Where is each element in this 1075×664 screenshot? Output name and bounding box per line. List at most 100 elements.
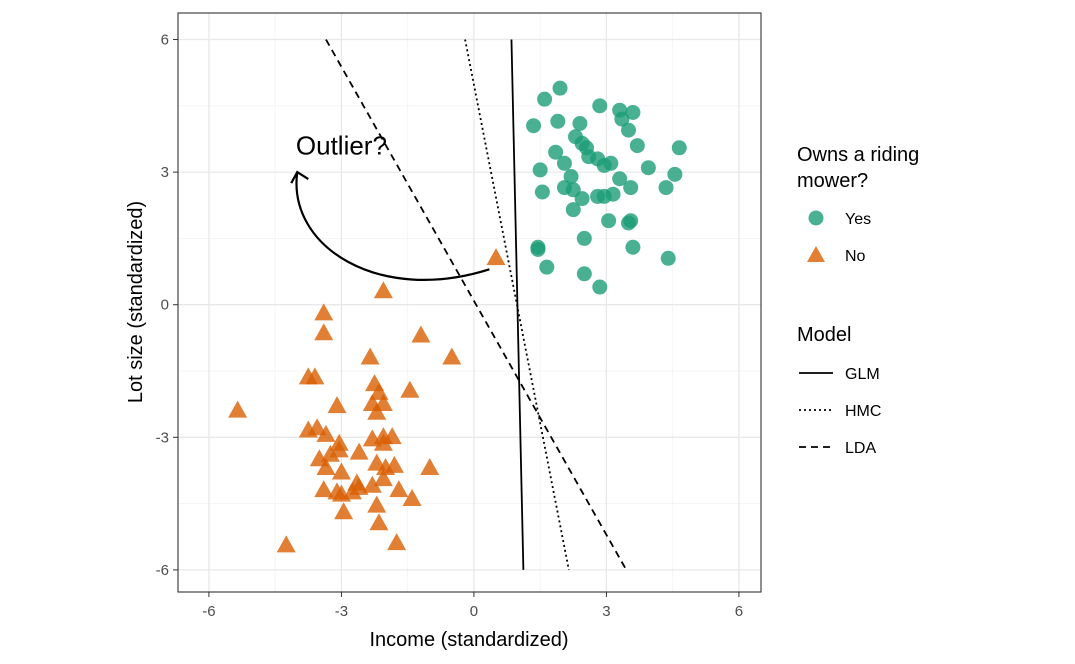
x-axis-title: Income (standardized) [370,629,569,651]
point-yes [526,118,542,134]
point-no [382,427,402,445]
point-no [486,248,506,266]
point-yes [671,140,687,156]
point-no [307,418,327,436]
point-yes [603,155,619,171]
point-yes [592,279,608,295]
y-tick-label: 3 [161,164,169,181]
legend-label-glm: GLM [845,366,880,383]
x-tick-label: 6 [735,603,743,620]
point-no [327,396,347,414]
point-yes [565,202,581,218]
legend-label-hmc: HMC [845,403,881,420]
point-yes [625,104,641,120]
legend-label-no: No [845,248,866,265]
point-yes [576,230,592,246]
point-yes [612,171,628,187]
y-tick-label: -6 [156,562,169,579]
point-no [327,482,347,500]
point-yes [550,113,566,129]
model-line-hmc [464,39,570,571]
point-no [316,424,336,442]
point-no [420,458,440,476]
legend-title-model: Model [797,324,851,346]
point-no [442,347,462,365]
point-yes [658,180,674,196]
point-no [367,402,387,420]
point-yes [548,144,564,160]
outlier-annotation: Outlier? [290,130,490,281]
point-no [334,502,354,520]
point-yes [563,169,579,185]
x-tick-label: 0 [470,603,478,620]
y-axis-title: Lot size (standardized) [125,201,147,403]
point-yes [572,115,588,131]
point-no [331,462,351,480]
point-yes [530,239,546,255]
point-yes [539,259,555,275]
x-tick-label: -6 [202,603,215,620]
point-no [342,482,362,500]
plot-panel: Outlier? [177,12,762,593]
point-yes [574,191,590,207]
legend-owns-mower: Owns a riding mower? Yes No [797,144,919,265]
legend-label-lda: LDA [845,440,876,457]
point-no [367,495,387,513]
model-boundary-lines [325,39,628,571]
legend-title-line-2: mower? [797,170,868,192]
point-no [387,533,407,551]
point-no [314,323,334,341]
data-points [228,80,687,553]
point-no [276,535,296,553]
legend-model: Model GLM HMC LDA [797,324,881,457]
point-yes [660,250,676,266]
y-tick-label: 6 [161,32,169,49]
point-yes [625,239,641,255]
point-yes [552,80,568,96]
point-no [316,458,336,476]
point-yes [605,186,621,202]
point-no [373,281,393,299]
point-no [373,469,393,487]
legend-key-yes-circle [808,210,824,226]
point-yes [592,98,608,114]
point-yes [621,215,636,231]
y-tick-label: 0 [161,297,169,314]
x-axis: -6 -3 0 3 6 [202,592,743,620]
point-yes [629,138,645,154]
y-axis: -6 -3 0 3 6 [156,32,178,579]
point-no [349,442,369,460]
panel-background [178,13,761,592]
point-no [384,455,404,473]
point-no [373,433,393,451]
point-no [314,303,334,321]
point-yes [556,155,572,171]
point-no [389,480,409,498]
point-yes [640,160,656,176]
point-yes [621,122,636,138]
point-no [400,380,420,398]
point-yes [537,91,553,107]
outlier-arrow [295,171,490,281]
point-no [362,475,382,493]
model-line-lda [325,39,628,571]
outlier-arrowhead [290,170,309,184]
point-yes [532,162,548,178]
legend-label-yes: Yes [845,211,871,228]
point-yes [576,266,592,282]
outlier-label: Outlier? [296,130,387,160]
point-yes [667,166,683,182]
point-yes [623,180,639,196]
y-tick-label: -3 [156,429,169,446]
grid-lines [178,13,761,592]
point-yes [601,213,617,229]
point-no [305,367,325,385]
panel-border [177,12,762,593]
legend-title-line-1: Owns a riding [797,144,919,166]
x-tick-label: -3 [335,603,348,620]
point-no [411,325,431,343]
point-no [320,444,340,462]
point-yes [534,184,550,200]
point-no [369,513,389,531]
